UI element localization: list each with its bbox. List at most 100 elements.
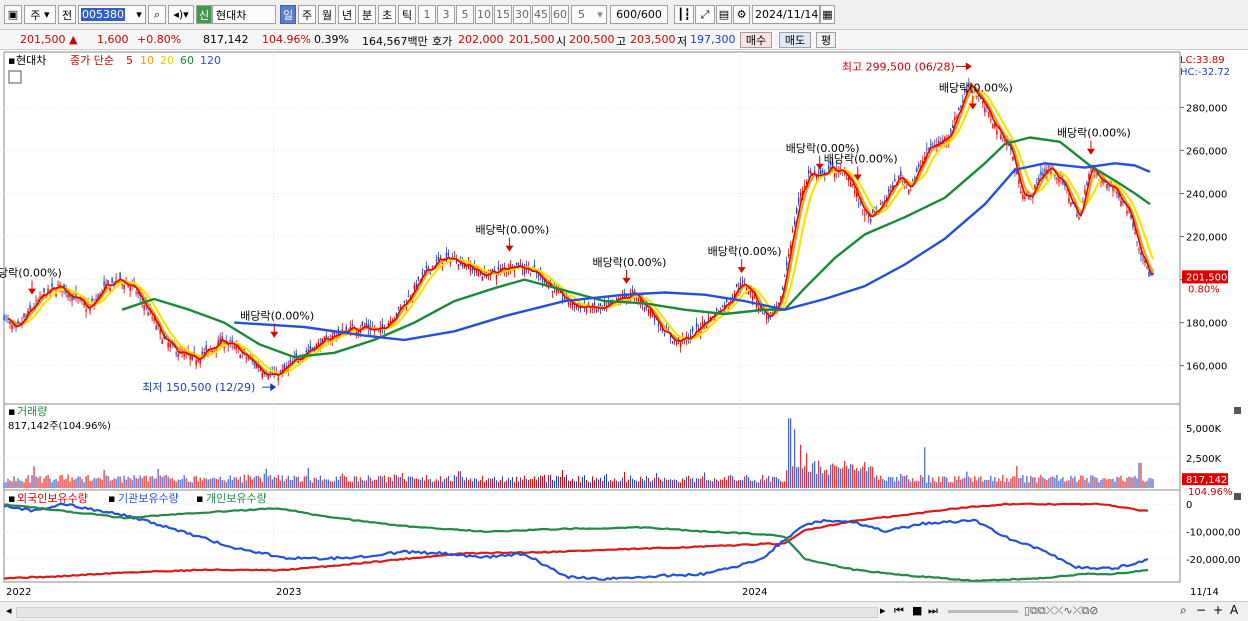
- minute-10[interactable]: 10: [475, 5, 493, 24]
- candle-body: [141, 301, 143, 303]
- zoom-in-icon[interactable]: +: [1213, 603, 1224, 617]
- candle-body: [1096, 173, 1098, 176]
- price-pane-title: 현대차: [16, 54, 46, 67]
- minute-45[interactable]: 45: [532, 5, 550, 24]
- stock-chart[interactable]: 당락(0.00%)배당락(0.00%)배당락(0.00%)배당락(0.00%)배…: [0, 50, 1248, 601]
- candle-body: [317, 342, 319, 345]
- candle-body: [471, 269, 474, 271]
- candle-body: [425, 266, 428, 268]
- candle-icon[interactable]: ┃┇: [674, 5, 694, 24]
- candle-body: [930, 143, 932, 146]
- calendar-icon[interactable]: ▦: [820, 5, 835, 24]
- candle-body: [25, 315, 27, 317]
- font-size-icon[interactable]: A: [1230, 603, 1239, 617]
- table-icon[interactable]: [8, 70, 22, 84]
- candle-body: [417, 277, 420, 280]
- bid-value: 202,000: [458, 33, 504, 46]
- zoom-search-icon[interactable]: ⌕: [1180, 603, 1187, 617]
- gear-icon[interactable]: ⚙: [733, 5, 750, 24]
- candle-body: [659, 327, 662, 329]
- minute-30[interactable]: 30: [513, 5, 531, 24]
- save-icon[interactable]: ▤: [716, 5, 732, 24]
- minute-1[interactable]: 1: [418, 5, 436, 24]
- candle-body: [858, 202, 860, 204]
- search-icon[interactable]: ⌕: [148, 5, 166, 24]
- candle-body: [345, 326, 347, 331]
- minute-60[interactable]: 60: [551, 5, 569, 24]
- eval-button[interactable]: 평: [816, 32, 836, 48]
- play-fwd-icon[interactable]: ⏭: [928, 604, 938, 617]
- candle-body: [1004, 141, 1006, 142]
- candle-body: [255, 364, 257, 369]
- candle-body: [1144, 259, 1146, 263]
- zoom-out-icon[interactable]: −: [1196, 603, 1207, 617]
- candle-body: [950, 129, 952, 133]
- tool-icons[interactable]: ▯⧉⧉⤫⤫∿⤫⧉⊘: [1024, 604, 1099, 617]
- tab-year[interactable]: 년: [338, 5, 356, 24]
- prev-button[interactable]: 전: [58, 5, 76, 24]
- minute-15[interactable]: 15: [494, 5, 512, 24]
- scroll-track[interactable]: [16, 607, 878, 618]
- trade-value: 164,567백만: [362, 35, 428, 48]
- speaker-icon[interactable]: ◂)▾: [168, 5, 194, 24]
- minute-5[interactable]: 5: [456, 5, 474, 24]
- candle-body: [1066, 189, 1068, 191]
- low-label: 저: [677, 35, 688, 48]
- period-unit-select[interactable]: 주 ▾: [24, 5, 56, 24]
- stock-name-field[interactable]: 현대차: [212, 5, 276, 24]
- candle-body: [477, 271, 480, 276]
- candle-body: [850, 182, 852, 187]
- scroll-left-icon[interactable]: ◂: [6, 604, 12, 617]
- candle-body: [449, 261, 452, 264]
- candle-body: [761, 312, 764, 315]
- candle-body: [195, 360, 197, 366]
- candle-body: [753, 294, 756, 297]
- tab-minute[interactable]: 분: [358, 5, 376, 24]
- layout-icon[interactable]: ▣: [4, 5, 22, 24]
- candle-body: [908, 189, 910, 194]
- candle-body: [777, 302, 780, 305]
- candle-body: [135, 292, 137, 294]
- candle-body: [725, 299, 728, 302]
- play-back-icon[interactable]: ⏮: [894, 604, 904, 617]
- candle-body: [1084, 189, 1086, 194]
- candle-body: [305, 350, 307, 353]
- candle-body: [5, 316, 7, 318]
- candle-body: [233, 345, 235, 349]
- candle-body: [551, 290, 554, 293]
- sell-button[interactable]: 매도: [779, 32, 811, 48]
- holdings-pane-close-icon[interactable]: [1234, 493, 1241, 500]
- tab-tick[interactable]: 틱: [398, 5, 416, 24]
- candle-body: [559, 291, 562, 293]
- volume-pane-close-icon[interactable]: [1234, 407, 1241, 414]
- tab-week[interactable]: 주: [298, 5, 316, 24]
- candle-body: [573, 306, 576, 308]
- stock-code-input[interactable]: 005380: [78, 5, 146, 24]
- y-tick-label: 160,000: [1186, 362, 1227, 373]
- candle-body: [793, 220, 796, 225]
- candle-body: [848, 176, 850, 181]
- scroll-right-icon[interactable]: ▸: [880, 604, 886, 617]
- candle-body: [976, 95, 978, 98]
- minute-3[interactable]: 3: [437, 5, 455, 24]
- candle-body: [151, 317, 153, 319]
- draw-icon[interactable]: ⤢: [695, 5, 715, 24]
- dividend-label: 배당락(0.00%): [708, 245, 782, 258]
- tab-day[interactable]: 일: [280, 5, 296, 24]
- interval-dropdown[interactable]: ▾: [594, 5, 607, 24]
- candle-body: [109, 287, 111, 293]
- tab-second[interactable]: 초: [378, 5, 396, 24]
- candle-body: [517, 262, 520, 268]
- tab-month[interactable]: 월: [318, 5, 336, 24]
- date-input[interactable]: 2024/11/14: [752, 5, 820, 24]
- buy-button[interactable]: 매수: [740, 32, 772, 48]
- candle-body: [1026, 191, 1028, 196]
- current-change-label: 0.80%: [1188, 284, 1220, 295]
- zoom-slider[interactable]: [948, 610, 1018, 613]
- stop-icon[interactable]: ■: [912, 604, 923, 617]
- stock-code-dropdown[interactable]: ▾: [133, 5, 146, 24]
- count-input[interactable]: 600/600: [610, 5, 668, 24]
- candle-body: [902, 180, 904, 182]
- candle-body: [916, 168, 918, 172]
- candle-body: [103, 281, 105, 286]
